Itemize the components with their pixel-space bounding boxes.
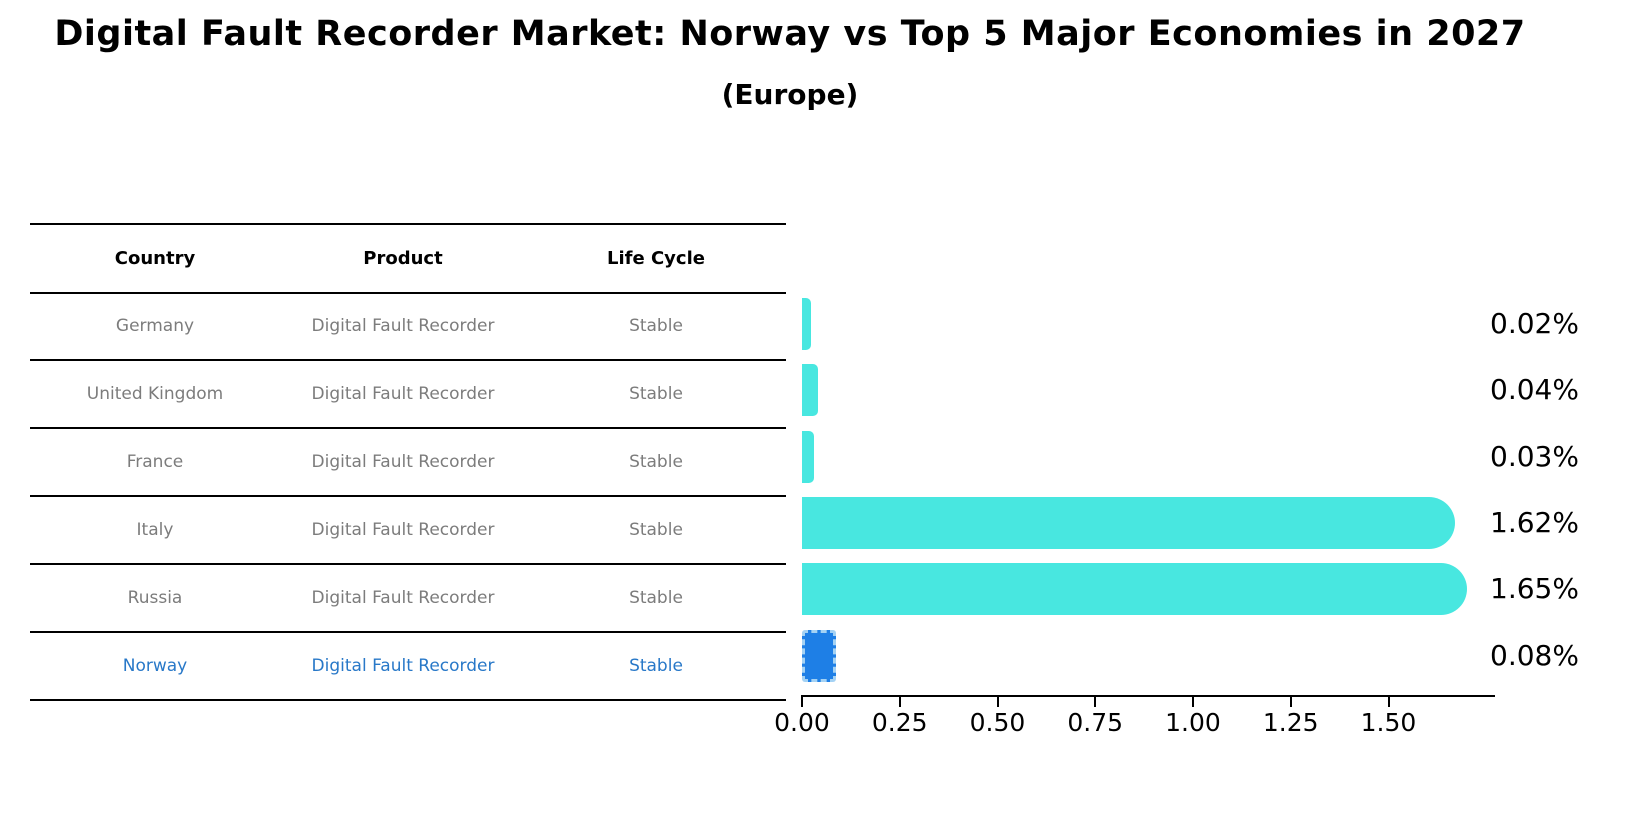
country-cell: Russia [127, 588, 183, 608]
value-label-france: 0.03% [1490, 439, 1579, 473]
value-label-russia: 1.65% [1490, 572, 1579, 606]
bar-italy [802, 496, 1456, 549]
product-cell: Digital Fault Recorder [311, 316, 495, 337]
country-cell: United Kingdom [86, 384, 224, 405]
table-row-france: France Digital Fault Recorder Stable [30, 429, 786, 498]
life-cycle-cell: Stable [629, 452, 683, 473]
bar-russia [802, 563, 1468, 616]
bar-germany [802, 297, 811, 350]
table-row-russia: Russia Digital Fault Recorder Stable [30, 565, 786, 633]
product-cell: Digital Fault Recorder [311, 655, 495, 676]
x-tick-mark-0.50 [996, 695, 999, 707]
column-header-life-cycle: Life Cycle [607, 247, 705, 269]
country-cell: Germany [115, 316, 195, 337]
chart-subtitle: (Europe) [721, 78, 859, 111]
life-cycle-cell: Stable [629, 520, 683, 541]
column-header-product: Product [363, 247, 443, 269]
product-cell: Digital Fault Recorder [311, 588, 495, 608]
country-cell: Norway [122, 655, 188, 676]
x-tick-label-0.50: 0.50 [969, 708, 1026, 737]
value-label-united-kingdom: 0.04% [1490, 373, 1579, 407]
x-tick-label-1.25: 1.25 [1262, 708, 1319, 737]
product-cell: Digital Fault Recorder [311, 384, 495, 405]
value-label-norway: 0.08% [1490, 638, 1579, 672]
x-tick-label-0.00: 0.00 [774, 708, 830, 737]
x-tick-mark-1.00 [1192, 695, 1194, 707]
x-tick-mark-0.75 [1094, 695, 1097, 707]
x-tick-mark-1.50 [1387, 695, 1390, 707]
product-cell: Digital Fault Recorder [311, 452, 495, 473]
x-axis-spine [801, 695, 1495, 697]
bar-united-kingdom [802, 364, 818, 417]
chart-title: Digital Fault Recorder Market: Norway vs… [54, 14, 1526, 54]
country-cell: France [126, 452, 184, 473]
table-row-norway: Norway Digital Fault Recorder Stable [30, 633, 786, 701]
value-label-germany: 0.02% [1490, 306, 1579, 340]
x-tick-label-1.00: 1.00 [1165, 708, 1221, 737]
table-row-germany: Germany Digital Fault Recorder Stable [30, 294, 786, 362]
country-cell: Italy [136, 520, 174, 541]
product-cell: Digital Fault Recorder [311, 520, 495, 541]
value-label-italy: 1.62% [1490, 505, 1579, 539]
bar-france [802, 430, 814, 483]
bar-norway [802, 629, 836, 682]
table-row-united-kingdom: United Kingdom Digital Fault Recorder Stab… [30, 361, 786, 430]
life-cycle-cell: Stable [629, 588, 683, 608]
table-header-row: Country Product Life Cycle [30, 225, 786, 294]
life-cycle-cell: Stable [629, 655, 683, 676]
x-tick-label-0.25: 0.25 [871, 708, 928, 737]
table-row-italy: Italy Digital Fault Recorder Stable [30, 497, 786, 566]
table-body: Germany Digital Fault Recorder Stable Unite… [30, 294, 786, 701]
x-tick-label-1.50: 1.50 [1360, 708, 1417, 737]
x-tick-mark-0.25 [898, 695, 901, 707]
column-header-country: Country [114, 247, 196, 269]
x-tick-mark-0.00 [801, 695, 803, 707]
x-tick-label-0.75: 0.75 [1067, 708, 1124, 737]
x-tick-mark-1.25 [1289, 695, 1292, 707]
country-table: Country Product Life Cycle Germany Digita… [30, 223, 786, 701]
life-cycle-cell: Stable [629, 384, 683, 405]
life-cycle-cell: Stable [629, 316, 683, 337]
